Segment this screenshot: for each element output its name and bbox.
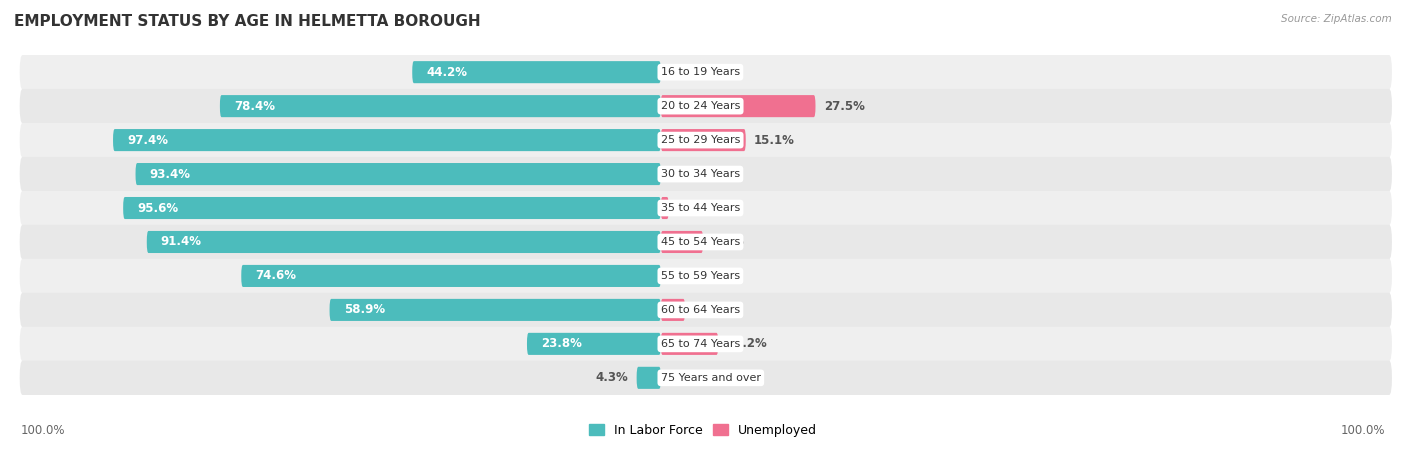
Text: 27.5%: 27.5% <box>824 99 865 112</box>
Text: 75 Years and over: 75 Years and over <box>661 373 761 383</box>
Text: 25 to 29 Years: 25 to 29 Years <box>661 135 740 145</box>
Text: 58.9%: 58.9% <box>343 303 385 316</box>
FancyBboxPatch shape <box>329 299 661 321</box>
Text: 93.4%: 93.4% <box>149 167 191 180</box>
FancyBboxPatch shape <box>661 333 718 355</box>
Text: EMPLOYMENT STATUS BY AGE IN HELMETTA BOROUGH: EMPLOYMENT STATUS BY AGE IN HELMETTA BOR… <box>14 14 481 28</box>
FancyBboxPatch shape <box>20 225 1392 259</box>
Text: 30 to 34 Years: 30 to 34 Years <box>661 169 740 179</box>
Text: 0.0%: 0.0% <box>669 167 702 180</box>
FancyBboxPatch shape <box>412 61 661 83</box>
FancyBboxPatch shape <box>124 197 661 219</box>
Text: 35 to 44 Years: 35 to 44 Years <box>661 203 740 213</box>
FancyBboxPatch shape <box>20 293 1392 327</box>
FancyBboxPatch shape <box>20 89 1392 123</box>
FancyBboxPatch shape <box>20 327 1392 361</box>
Text: 16 to 19 Years: 16 to 19 Years <box>661 67 740 77</box>
Text: 7.5%: 7.5% <box>711 235 744 248</box>
FancyBboxPatch shape <box>219 95 661 117</box>
FancyBboxPatch shape <box>242 265 661 287</box>
Text: 4.3%: 4.3% <box>596 371 628 384</box>
Text: 60 to 64 Years: 60 to 64 Years <box>661 305 740 315</box>
Text: 1.4%: 1.4% <box>678 202 710 215</box>
Text: 45 to 54 Years: 45 to 54 Years <box>661 237 740 247</box>
FancyBboxPatch shape <box>661 95 815 117</box>
FancyBboxPatch shape <box>637 367 661 389</box>
Text: 0.0%: 0.0% <box>669 371 702 384</box>
FancyBboxPatch shape <box>20 191 1392 225</box>
Text: 15.1%: 15.1% <box>754 134 794 147</box>
Text: 74.6%: 74.6% <box>256 270 297 283</box>
Text: 78.4%: 78.4% <box>233 99 276 112</box>
Text: Source: ZipAtlas.com: Source: ZipAtlas.com <box>1281 14 1392 23</box>
Text: 10.2%: 10.2% <box>727 338 768 351</box>
FancyBboxPatch shape <box>20 361 1392 395</box>
Text: 97.4%: 97.4% <box>127 134 169 147</box>
Text: 20 to 24 Years: 20 to 24 Years <box>661 101 740 111</box>
FancyBboxPatch shape <box>661 129 745 151</box>
Text: 100.0%: 100.0% <box>21 423 66 436</box>
FancyBboxPatch shape <box>20 157 1392 191</box>
Text: 4.3%: 4.3% <box>693 303 725 316</box>
Text: 0.0%: 0.0% <box>669 66 702 79</box>
FancyBboxPatch shape <box>661 299 685 321</box>
Text: 44.2%: 44.2% <box>426 66 467 79</box>
Text: 55 to 59 Years: 55 to 59 Years <box>661 271 740 281</box>
FancyBboxPatch shape <box>661 231 703 253</box>
Text: 65 to 74 Years: 65 to 74 Years <box>661 339 740 349</box>
FancyBboxPatch shape <box>20 259 1392 293</box>
Text: 91.4%: 91.4% <box>160 235 202 248</box>
Text: 23.8%: 23.8% <box>541 338 582 351</box>
Text: 0.0%: 0.0% <box>669 270 702 283</box>
Text: 100.0%: 100.0% <box>1340 423 1385 436</box>
FancyBboxPatch shape <box>20 123 1392 157</box>
Text: 95.6%: 95.6% <box>138 202 179 215</box>
Legend: In Labor Force, Unemployed: In Labor Force, Unemployed <box>583 419 823 442</box>
FancyBboxPatch shape <box>527 333 661 355</box>
FancyBboxPatch shape <box>20 55 1392 89</box>
FancyBboxPatch shape <box>112 129 661 151</box>
FancyBboxPatch shape <box>146 231 661 253</box>
FancyBboxPatch shape <box>135 163 661 185</box>
FancyBboxPatch shape <box>661 197 669 219</box>
